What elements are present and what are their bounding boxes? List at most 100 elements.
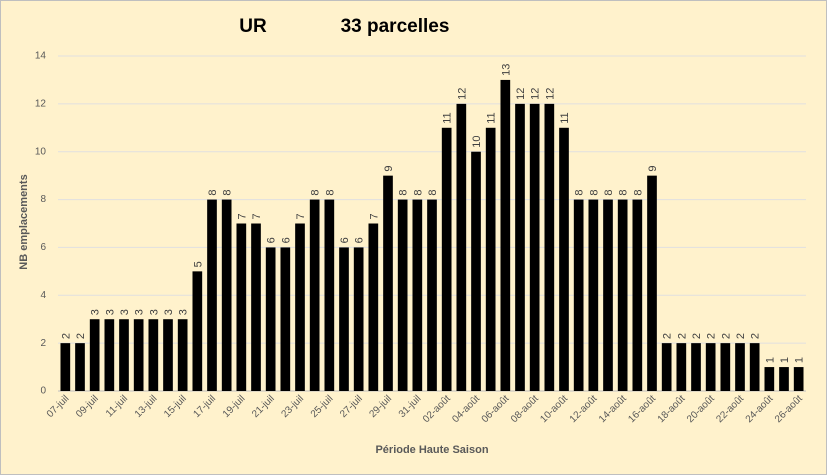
data-label: 1: [779, 357, 791, 363]
bar: [192, 271, 203, 391]
bar: [617, 199, 628, 391]
y-tick-label: 10: [35, 146, 47, 157]
bar: [412, 199, 423, 391]
bar: [735, 343, 745, 391]
y-axis-title: NB emplacements: [18, 174, 30, 269]
data-label: 8: [310, 189, 322, 195]
bar: [60, 343, 71, 391]
y-tick-label: 14: [35, 51, 47, 62]
y-tick-label: 0: [40, 386, 46, 397]
data-label: 8: [603, 189, 615, 195]
data-label: 2: [750, 333, 762, 339]
data-label: 11: [442, 112, 454, 123]
data-label: 2: [676, 333, 688, 339]
data-label: 8: [588, 189, 600, 195]
bar: [793, 367, 804, 391]
data-label: 1: [794, 357, 806, 363]
y-tick-label: 2: [40, 338, 46, 349]
bar: [163, 319, 173, 391]
bar: [119, 319, 129, 391]
bar: [221, 199, 232, 391]
y-tick-label: 4: [40, 290, 46, 301]
data-label: 8: [632, 189, 644, 195]
data-label: 8: [222, 189, 234, 195]
data-label: 3: [90, 309, 102, 315]
bar: [75, 343, 85, 391]
data-label: 6: [280, 237, 292, 243]
bar: [383, 175, 393, 391]
data-label: 7: [236, 213, 248, 219]
bar: [749, 343, 760, 391]
data-label: 1: [764, 357, 776, 363]
data-label: 8: [207, 189, 219, 195]
data-label: 3: [119, 309, 131, 315]
data-label: 2: [706, 333, 718, 339]
bar: [324, 199, 335, 391]
bar: [177, 319, 188, 391]
bar: [529, 103, 540, 391]
bar: [309, 199, 320, 391]
data-label: 8: [412, 189, 424, 195]
data-label: 8: [324, 189, 336, 195]
data-label: 13: [500, 64, 512, 76]
data-label: 11: [559, 112, 571, 123]
x-axis-title: Période Haute Saison: [375, 444, 488, 456]
bar: [339, 247, 349, 391]
chart-subtitle: 33 parcelles: [341, 16, 450, 37]
bar: [559, 127, 569, 392]
bar: [544, 103, 555, 391]
data-label: 11: [486, 112, 498, 123]
data-label: 2: [75, 333, 87, 339]
data-label: 12: [456, 88, 468, 100]
data-label: 6: [266, 237, 278, 243]
bar: [236, 223, 247, 391]
bar: [251, 223, 261, 391]
chart-title: UR: [239, 16, 267, 37]
bar: [471, 151, 481, 391]
y-tick-label: 6: [40, 242, 46, 253]
bar: [456, 103, 467, 391]
data-label: 7: [295, 213, 307, 219]
bar: [588, 199, 599, 391]
data-label: 3: [134, 309, 146, 315]
bar: [720, 343, 731, 391]
bar: [353, 247, 364, 391]
bar: [295, 223, 305, 391]
data-label: 6: [354, 237, 366, 243]
bar: [764, 367, 775, 391]
bar: [515, 103, 525, 391]
data-label: 10: [471, 135, 483, 147]
data-label: 9: [383, 166, 395, 172]
bar: [207, 199, 217, 391]
bar: [280, 247, 291, 391]
bar: [368, 223, 379, 391]
data-label: 7: [251, 213, 263, 219]
bar: [133, 319, 144, 391]
y-tick-label: 8: [40, 194, 46, 205]
y-tick-label: 12: [35, 98, 47, 109]
data-label: 12: [530, 88, 542, 100]
bar: [676, 343, 687, 391]
data-label: 6: [339, 237, 351, 243]
bar: [104, 319, 115, 391]
bar: [89, 319, 100, 391]
data-label: 8: [398, 189, 410, 195]
data-label: 3: [148, 309, 160, 315]
bar: [573, 199, 584, 391]
data-label: 3: [104, 309, 116, 315]
data-label: 2: [735, 333, 747, 339]
data-label: 2: [60, 333, 72, 339]
data-label: 3: [163, 309, 175, 315]
bar: [500, 79, 511, 391]
data-label: 8: [427, 189, 439, 195]
bar: [705, 343, 716, 391]
bar: [647, 175, 657, 391]
data-label: 5: [192, 261, 204, 267]
bar: [779, 367, 789, 391]
data-label: 2: [720, 333, 732, 339]
data-label: 3: [178, 309, 190, 315]
bar: [691, 343, 701, 391]
bar: [485, 127, 496, 392]
bar: [441, 127, 452, 392]
